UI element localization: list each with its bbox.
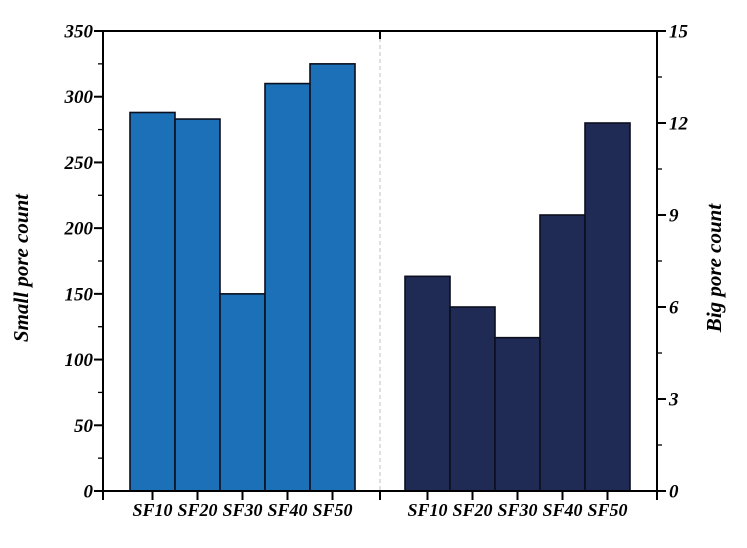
right-axis-tick-label: 0 [669,482,679,503]
x-axis-tick-label: SF40 [267,500,307,520]
plot-frame [102,30,658,492]
bar-small-pores-sf50 [309,63,356,492]
bar-small-pores-sf20 [174,118,221,492]
left-axis-tick-label: 200 [64,219,94,240]
left-axis-tick-label: 250 [64,153,94,174]
bar-small-pores-sf10 [129,111,176,492]
x-axis-tick-label: SF10 [407,500,447,520]
right-axis-tick-label: 9 [669,206,679,227]
bar-big-pores-sf20 [449,306,496,492]
chart-generated-content: SF10 SF20 SF30 SF40 SF5005010015020025030035… [64,22,689,521]
right-axis-tick-label: 3 [668,390,679,411]
right-axis-tick-label: 15 [669,22,689,43]
bar-small-pores-sf40 [264,82,311,492]
x-axis-tick-label: SF20 [452,500,492,520]
right-axis-tick-label: 12 [669,114,689,135]
x-axis-tick-label: SF30 [497,500,537,520]
x-axis-tick-label: SF40 [542,500,582,520]
bar-small-pores-sf30 [219,293,266,492]
left-axis-tick-label: 350 [64,22,94,43]
left-axis-tick-label: 300 [64,87,94,108]
x-axis-tick-label: SF10 [132,500,172,520]
x-axis-tick-label: SF30 [222,500,262,520]
left-axis-tick-label: 0 [84,482,94,503]
bar-big-pores-sf40 [539,214,586,492]
x-axis-tick-label: SF20 [177,500,217,520]
bar-big-pores-sf30 [494,336,541,492]
left-axis-tick-label: 150 [65,284,94,305]
right-axis-title: Big pore count [702,203,726,334]
left-axis-tick-label: 100 [65,350,94,371]
bar-big-pores-sf50 [584,122,631,492]
left-axis-tick-label: 50 [74,416,94,437]
left-axis-title: Small pore count [9,193,33,342]
x-axis-tick-label: SF50 [587,500,627,520]
bar-big-pores-sf10 [404,275,451,492]
right-axis-tick-label: 6 [669,298,679,319]
x-axis-tick-label: SF50 [312,500,352,520]
